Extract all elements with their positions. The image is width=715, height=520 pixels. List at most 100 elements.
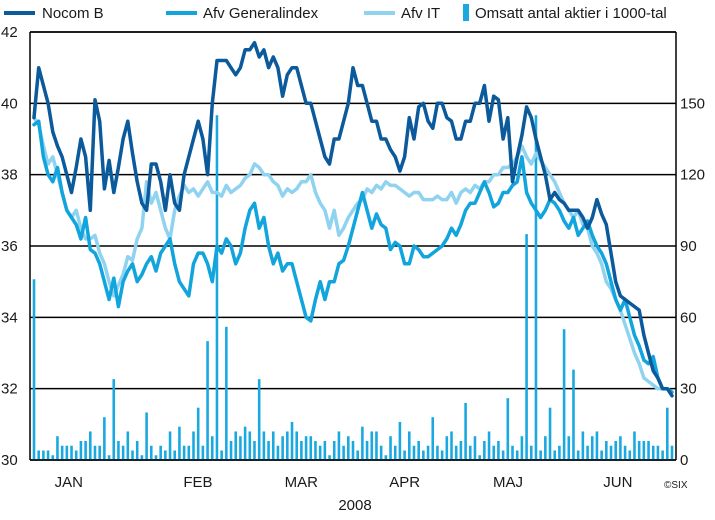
volume-bar-11 — [84, 440, 87, 460]
y-left-tick-label-3: 36 — [1, 238, 18, 255]
volume-bar-37 — [206, 341, 209, 460]
price-lines — [32, 40, 674, 398]
volume-bar-73 — [375, 431, 378, 460]
volume-bar-123 — [609, 445, 613, 460]
y-left-tick-label-6: 42 — [1, 24, 18, 41]
volume-bar-75 — [384, 455, 388, 460]
y-left-tick-label-2: 34 — [1, 309, 18, 326]
volume-bar-53 — [281, 436, 284, 460]
volume-bar-66 — [342, 445, 345, 460]
volume-bar-121 — [600, 450, 603, 460]
volume-bar-89 — [450, 431, 453, 460]
volume-bar-2 — [42, 450, 45, 460]
volume-bar-40 — [220, 450, 223, 460]
volume-bar-110 — [548, 407, 552, 460]
volume-bar-108 — [539, 450, 542, 460]
y-left-tick-label-0: 30 — [1, 452, 18, 469]
volume-bar-100 — [501, 450, 505, 460]
axes — [29, 31, 677, 461]
legend-swatch-volume — [463, 4, 469, 21]
volume-bar-62 — [323, 440, 327, 460]
volume-bar-32 — [182, 445, 186, 460]
copyright-label: ©SIX — [664, 480, 688, 491]
volume-bar-96 — [483, 440, 486, 460]
volume-bar-25 — [149, 445, 153, 460]
volume-bar-109 — [544, 436, 547, 460]
legend-label-generalindex: Afv Generalindex — [203, 5, 319, 22]
x-axis-year-label: 2008 — [338, 497, 371, 514]
volume-bar-3 — [46, 450, 50, 460]
volume-bar-72 — [370, 431, 374, 460]
volume-bar-112 — [558, 445, 561, 460]
volume-bar-8 — [70, 445, 73, 460]
volume-bar-48 — [257, 379, 261, 460]
volume-bar-88 — [445, 436, 449, 460]
legend-item-nocom: Nocom B — [4, 5, 104, 22]
y-right-tick-label-3: 90 — [680, 238, 697, 255]
y-left-tick-label-4: 38 — [1, 167, 18, 184]
volume-bar-28 — [164, 450, 167, 460]
volume-bar-99 — [497, 440, 500, 460]
x-month-label-jun: JUN — [603, 474, 632, 491]
volume-bar-59 — [309, 436, 313, 460]
volume-bar-119 — [590, 436, 594, 460]
volume-bar-98 — [492, 445, 496, 460]
legend-item-generalindex: Afv Generalindex — [166, 5, 319, 22]
volume-bar-87 — [440, 450, 444, 460]
volume-bar-7 — [65, 445, 69, 460]
legend-label-volume: Omsatt antal aktier i 1000-tal — [475, 5, 667, 22]
volume-bar-117 — [581, 431, 585, 460]
volume-bar-64 — [332, 440, 336, 460]
volume-bar-136 — [670, 445, 674, 460]
volume-bar-80 — [408, 431, 411, 460]
volume-bar-34 — [192, 431, 195, 460]
volume-bar-86 — [436, 445, 439, 460]
volume-bar-5 — [56, 436, 59, 460]
volume-bar-41 — [225, 326, 228, 460]
volume-bar-134 — [661, 450, 664, 460]
volume-bar-104 — [520, 436, 524, 460]
volume-bar-42 — [229, 440, 233, 460]
volume-bar-20 — [126, 431, 130, 460]
volume-bar-49 — [262, 431, 266, 460]
volume-bar-6 — [60, 445, 64, 460]
y-right-tick-label-2: 60 — [680, 309, 697, 326]
volume-bar-47 — [253, 440, 256, 460]
volume-bar-10 — [79, 440, 83, 460]
y-right-tick-label-4: 120 — [680, 167, 705, 184]
volume-bar-81 — [412, 445, 416, 460]
volume-bar-67 — [347, 436, 350, 460]
tick-labels: 30 32 34 36 38 40 42 0 30 60 90 120 150 JAN FEB MAR APR M… — [1, 24, 705, 491]
volume-bar-77 — [393, 445, 397, 460]
x-month-label-feb: FEB — [183, 474, 212, 491]
volume-bar-132 — [651, 445, 655, 460]
x-month-label-apr: APR — [389, 474, 420, 491]
volume-bar-125 — [619, 436, 622, 460]
volume-bar-22 — [135, 440, 139, 460]
volume-bar-45 — [243, 426, 247, 460]
volume-bar-115 — [572, 369, 575, 460]
volume-bar-78 — [398, 421, 402, 460]
volume-bar-21 — [131, 450, 134, 460]
volume-bar-111 — [553, 450, 557, 460]
volume-bar-84 — [426, 445, 430, 460]
volume-bar-103 — [515, 450, 519, 460]
volume-bar-60 — [314, 440, 317, 460]
volume-bar-118 — [586, 445, 589, 460]
volume-bar-29 — [168, 431, 172, 460]
volume-bar-90 — [454, 445, 458, 460]
volume-bar-74 — [379, 445, 383, 460]
volume-bar-122 — [605, 440, 608, 460]
volume-bar-15 — [103, 417, 106, 460]
volume-bar-69 — [356, 450, 359, 460]
volume-bar-0 — [32, 279, 36, 460]
volume-bar-68 — [351, 440, 355, 460]
legend-item-volume: Omsatt antal aktier i 1000-tal — [463, 4, 667, 22]
volume-bar-54 — [286, 431, 289, 460]
volume-bar-27 — [159, 445, 162, 460]
series-line-afv-it — [32, 115, 665, 391]
y-right-tick-label-0: 0 — [680, 452, 688, 469]
x-month-label-mar: MAR — [285, 474, 319, 491]
y-left-tick-label-1: 32 — [1, 381, 18, 398]
